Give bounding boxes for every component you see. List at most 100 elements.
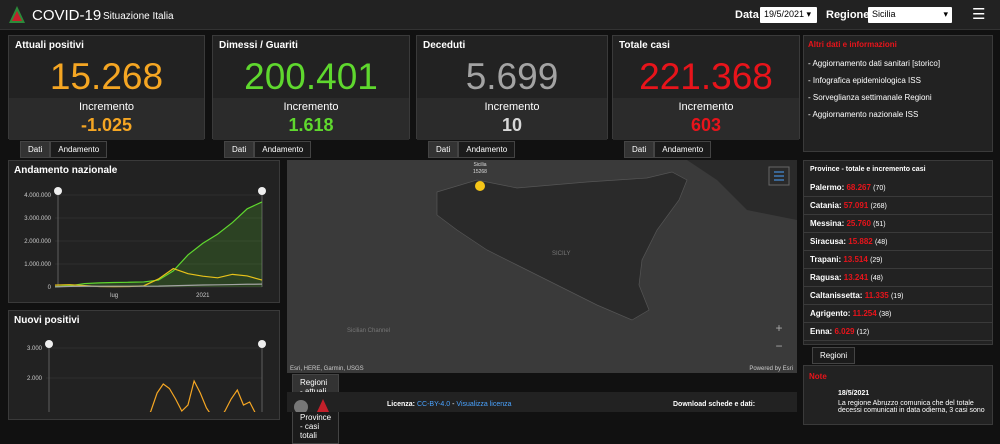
province-increment: (12) — [856, 329, 870, 336]
tab[interactable]: Dati — [428, 141, 459, 158]
card-title: Attuali positivi — [15, 40, 84, 51]
increment-label: Incremento — [283, 101, 339, 113]
note-panel: Note 18/5/2021 La regione Abruzzo comuni… — [803, 365, 993, 425]
province-name: Siracusa: — [810, 237, 847, 246]
series-line — [149, 379, 256, 412]
region-label: Regione — [826, 9, 870, 21]
province-name: Enna: — [810, 327, 833, 336]
tab[interactable]: Dati — [224, 141, 255, 158]
province-name: Messina: — [810, 219, 845, 228]
x-tick-label: 2021 — [196, 293, 210, 299]
date-select[interactable]: 19/5/2021 ▾ — [760, 7, 817, 23]
province-row: Caltanissetta: 11.335 (19) — [804, 287, 992, 305]
province-row: Agrigento: 11.254 (38) — [804, 305, 992, 323]
increment-value: 10 — [501, 115, 523, 135]
province-name: Caltanissetta: — [810, 291, 863, 300]
tab[interactable]: Province - casi totali — [292, 409, 340, 444]
province-total: 68.267 — [846, 183, 871, 192]
new-cases-panel: Nuovi positivi — [8, 310, 280, 420]
note-text: La regione Abruzzo comunica che del tota… — [838, 400, 985, 414]
national-chart-panel: Andamento nazionale — [8, 160, 280, 303]
sea-label: Sicilian Channel — [347, 328, 390, 334]
province-name: Agrigento: — [810, 309, 851, 318]
y-tick-label: 2.000 — [27, 376, 43, 382]
tab[interactable]: Andamento — [254, 141, 312, 158]
footer-logos — [294, 399, 329, 412]
license-sep: - — [452, 401, 455, 408]
tab[interactable]: Andamento — [654, 141, 712, 158]
map: SICILY Sicilian Channel Sicilia 15268 + … — [287, 160, 797, 373]
tab[interactable]: Dati — [20, 141, 51, 158]
y-tick-label: 4.000.000 — [24, 193, 51, 199]
card-footer: Incremento 603 — [613, 98, 799, 140]
region-select[interactable]: Sicilia ▾ — [868, 7, 952, 23]
province-name: Trapani: — [810, 255, 842, 264]
menu-button[interactable]: ☰ — [972, 6, 986, 23]
attribution: Esri, HERE, Garmin, USGS — [290, 366, 364, 372]
point-value: 15268 — [473, 169, 487, 175]
card-value: 15.268 — [49, 56, 164, 97]
range-handle[interactable] — [258, 187, 266, 195]
increment-label: Incremento — [78, 101, 135, 113]
card-footer: Incremento -1.025 — [9, 98, 204, 140]
province-increment: (38) — [878, 311, 892, 318]
zoom-out[interactable]: − — [775, 339, 782, 353]
link-text: Infografica epidemiologica ISS — [812, 76, 921, 85]
province-name: Catania: — [810, 201, 842, 210]
province-total: 11.335 — [864, 291, 889, 300]
province-row: Trapani: 13.514 (29) — [804, 251, 992, 269]
logo — [9, 6, 25, 23]
increment-value: -1.025 — [80, 115, 133, 135]
province-row: Palermo: 68.267 (70) — [804, 179, 992, 197]
license-name[interactable]: CC-BY-4.0 — [416, 401, 451, 408]
range-handle[interactable] — [258, 340, 266, 348]
app-title: COVID-19 — [32, 7, 102, 24]
province-total: 25.760 — [846, 219, 871, 228]
card-title: Dimessi / Guariti — [219, 40, 298, 51]
province-row: Catania: 57.091 (268) — [804, 197, 992, 215]
card-value: 5.699 — [465, 56, 559, 97]
tab[interactable]: Andamento — [50, 141, 108, 158]
tabs: Dati Andamento — [428, 139, 516, 158]
province-increment: (19) — [890, 293, 904, 300]
date-label: Data — [735, 9, 759, 21]
increment-value: 603 — [690, 115, 722, 135]
stat-card: Deceduti 5.699 Incremento 10 — [416, 35, 608, 140]
province-row: Messina: 25.760 (51) — [804, 215, 992, 233]
increment-label: Incremento — [678, 101, 734, 113]
point-label: Sicilia — [473, 162, 486, 168]
license: Licenza: CC-BY-4.0 - Visualizza licenza — [387, 401, 512, 408]
range-handle[interactable] — [45, 340, 53, 348]
card-footer: Incremento 10 — [417, 98, 607, 140]
series-area — [55, 201, 262, 287]
info-link[interactable]: - Aggiornamento nazionale ISS — [808, 110, 919, 119]
province-increment: (29) — [870, 257, 883, 264]
increment-label: Incremento — [484, 101, 540, 113]
x-tick-label: lug — [110, 293, 118, 299]
tabs: Dati Andamento — [20, 139, 108, 158]
range-handle[interactable] — [54, 187, 62, 195]
stat-card: Dimessi / Guariti 200.401 Incremento 1.618 — [212, 35, 410, 140]
info-link[interactable]: - Aggiornamento dati sanitari [storico] — [808, 59, 941, 68]
download-label: Download schede e dati: — [673, 401, 756, 408]
card-value: 221.368 — [639, 56, 773, 97]
license-label: Licenza: — [387, 401, 416, 408]
license-link[interactable]: Visualizza licenza — [456, 401, 512, 408]
region-value: Sicilia — [872, 9, 896, 19]
tab[interactable]: Andamento — [458, 141, 516, 158]
province-total: 13.241 — [843, 273, 869, 282]
zoom-in[interactable]: + — [775, 321, 782, 335]
chart-title: Andamento nazionale — [14, 165, 118, 176]
province-name: Ragusa: — [810, 273, 842, 282]
map-point[interactable] — [475, 181, 485, 191]
tab[interactable]: Regioni — [812, 347, 856, 364]
tab[interactable]: Dati — [624, 141, 655, 158]
province-increment: (51) — [873, 221, 886, 228]
header: COVID-19 Situazione Italia Data 19/5/202… — [0, 0, 1000, 30]
info-link[interactable]: - Sorveglianza settimanale Regioni — [808, 93, 932, 102]
charts: 0 1.000.000 2.000.000 3.000.000 4.000.000 lug… — [24, 187, 266, 412]
y-tick-label: 0 — [48, 285, 52, 291]
info-link[interactable]: - Infografica epidemiologica ISS — [808, 76, 921, 85]
province-increment: (48) — [870, 275, 883, 282]
